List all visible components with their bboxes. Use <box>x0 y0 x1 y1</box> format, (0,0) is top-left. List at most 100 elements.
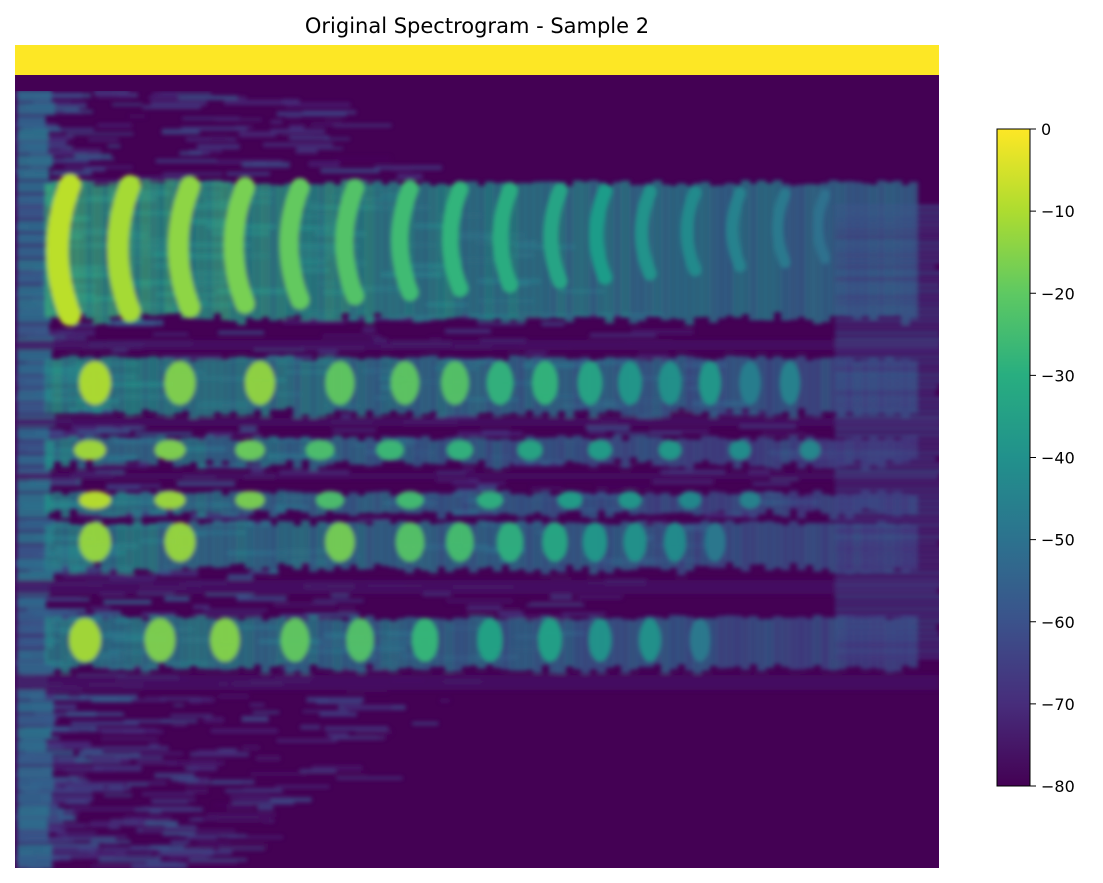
onset-band <box>17 610 50 622</box>
harmonic-band <box>181 618 190 670</box>
noise-streak <box>215 159 283 165</box>
noise-streak <box>176 481 235 487</box>
noise-streak <box>25 750 74 756</box>
harmonic-blob <box>623 522 647 562</box>
harmonic-band <box>525 495 534 515</box>
noise-streak <box>29 150 88 156</box>
harmonic-band <box>53 439 62 462</box>
tail-streak <box>835 439 939 443</box>
harmonic-band <box>213 180 222 314</box>
noise-streak <box>324 726 389 731</box>
harmonic-band <box>189 493 198 512</box>
noise-streak <box>152 92 179 96</box>
harmonic-band <box>565 359 574 418</box>
tail-streak <box>835 643 939 647</box>
harmonic-band <box>373 520 382 564</box>
harmonic-band <box>845 357 854 411</box>
noise-streak <box>114 320 156 327</box>
harmonic-band <box>717 185 726 319</box>
harmonic-band <box>757 355 766 411</box>
harmonic-blob <box>395 522 425 562</box>
harmonic-band <box>805 494 814 512</box>
harmonic-blob <box>346 618 374 662</box>
harmonic-band <box>405 437 414 464</box>
noise-streak <box>445 329 491 334</box>
harmonic-band <box>189 617 198 666</box>
harmonic-band <box>141 436 150 463</box>
noise-streak <box>340 413 352 418</box>
noise-streak <box>249 703 265 707</box>
harmonic-band <box>789 435 798 462</box>
noise-streak <box>614 432 682 435</box>
harmonic-band <box>389 523 398 568</box>
harmonic-band <box>205 180 214 320</box>
noise-streak <box>236 596 287 602</box>
harmonic-band <box>517 493 526 518</box>
noise-streak <box>171 777 199 782</box>
noise-streak <box>32 101 71 104</box>
harmonic-blob <box>74 440 106 460</box>
noise-streak <box>179 151 202 156</box>
harmonic-band <box>725 494 734 516</box>
harmonic-band <box>269 436 278 465</box>
harmonic-blob <box>587 440 613 460</box>
tail-streak <box>835 541 939 545</box>
noise-streak <box>142 105 201 109</box>
noise-streak <box>123 719 173 723</box>
noise-streak <box>631 329 694 335</box>
tail-streak <box>835 331 939 335</box>
noise-streak <box>362 327 376 332</box>
noise-streak <box>525 351 548 355</box>
noise-streak <box>660 470 726 475</box>
noise-streak <box>18 776 79 780</box>
harmonic-arc <box>391 180 419 302</box>
noise-streak <box>42 765 103 771</box>
noise-streak <box>270 797 312 803</box>
tail-streak <box>835 601 939 605</box>
harmonic-arc <box>726 187 747 273</box>
harmonic-blob <box>69 618 101 662</box>
noise-streak <box>127 783 149 786</box>
noise-streak <box>200 697 215 703</box>
noise-streak <box>170 840 190 845</box>
harmonic-band <box>485 521 494 567</box>
noise-streak <box>99 781 167 785</box>
harmonic-band <box>677 615 686 665</box>
noise-streak <box>70 807 137 811</box>
harmonic-band <box>221 436 230 461</box>
harmonic-band <box>357 181 366 317</box>
harmonic-blob <box>617 361 643 405</box>
harmonic-band <box>621 440 630 469</box>
onset-band <box>17 363 48 375</box>
harmonic-blob <box>557 491 583 509</box>
harmonic-blob <box>79 522 111 562</box>
noise-streak <box>80 855 115 859</box>
tail-streak <box>835 427 939 431</box>
noise-streak <box>289 135 330 141</box>
harmonic-band <box>589 495 598 519</box>
noise-streak <box>649 429 709 434</box>
onset-band <box>17 792 52 804</box>
noise-streak <box>173 704 184 707</box>
harmonic-band <box>765 183 774 321</box>
colorbar-ticks: 0 −10 −20 −30 −40 −50 −60 −70 −80 <box>1030 120 1075 796</box>
harmonic-band <box>157 358 166 416</box>
harmonic-band <box>621 619 630 674</box>
noise-streak <box>50 145 67 149</box>
band-gap <box>15 580 939 594</box>
harmonic-band <box>629 435 638 458</box>
noise-streak <box>32 337 76 341</box>
tail-streak <box>835 295 939 299</box>
harmonic-band <box>205 435 214 460</box>
onset-band <box>17 311 51 323</box>
noise-streak <box>304 612 360 617</box>
noise-streak <box>588 431 606 435</box>
tail-streak <box>835 235 939 239</box>
harmonic-band <box>405 616 414 668</box>
harmonic-band <box>821 438 830 469</box>
harmonic-band <box>797 524 806 571</box>
harmonic-blob <box>235 440 265 460</box>
harmonic-blob <box>728 440 752 460</box>
onset-band <box>17 116 46 128</box>
harmonic-band <box>117 523 126 574</box>
